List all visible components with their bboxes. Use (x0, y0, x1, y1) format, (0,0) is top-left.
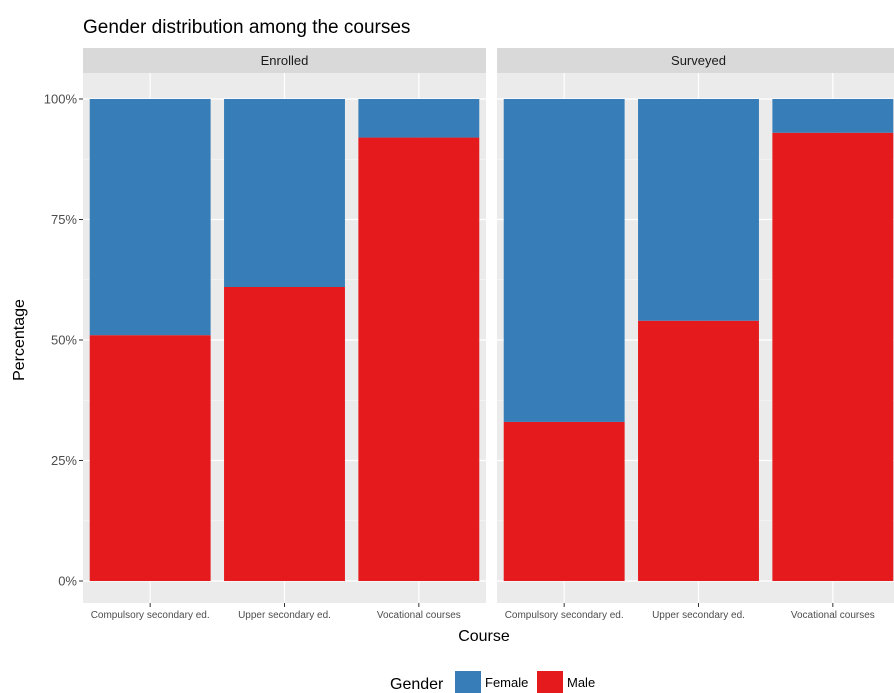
legend-label-male: Male (567, 675, 595, 690)
legend-swatch-male (537, 671, 563, 693)
y-axis-title: Percentage (11, 299, 28, 381)
y-axis: 0% 25% 50% 75% 100% (44, 92, 83, 589)
y-tick-label: 25% (51, 453, 77, 468)
legend-swatch-female (455, 671, 481, 693)
bar-female (224, 99, 345, 287)
y-tick-label: 75% (51, 212, 77, 227)
chart-title: Gender distribution among the courses (83, 17, 410, 38)
bar-male (224, 286, 345, 581)
facet-panel-enrolled: Enrolled Compulsory secondary ed. Upper se… (83, 48, 486, 621)
x-tick-label: Compulsory secondary ed. (91, 610, 210, 621)
legend-title: Gender (390, 676, 444, 693)
x-tick-label: Vocational courses (791, 610, 875, 621)
bar-male (503, 421, 625, 581)
facet-panel-surveyed: Surveyed Compulsory secondary ed. Upper se… (497, 48, 894, 621)
y-tick-label: 0% (58, 574, 77, 589)
x-tick-label: Compulsory secondary ed. (505, 610, 624, 621)
bar-female (772, 99, 894, 133)
facet-strip (497, 48, 894, 73)
bar-male (638, 320, 759, 581)
y-tick-label: 100% (44, 92, 78, 107)
y-tick-label: 50% (51, 333, 77, 348)
bar-male (772, 132, 894, 582)
x-tick-label: Upper secondary ed. (238, 610, 331, 621)
bar-female (358, 99, 480, 138)
bar-male (358, 137, 480, 581)
facet-strip-label: Enrolled (261, 53, 309, 68)
x-tick-label: Upper secondary ed. (652, 610, 745, 621)
x-axis-title: Course (458, 628, 510, 645)
bar-female (638, 99, 759, 321)
facet-strip-label: Surveyed (671, 53, 726, 68)
legend-label-female: Female (485, 675, 528, 690)
facet-strip (83, 48, 486, 73)
legend: Gender Female Male (390, 671, 595, 693)
facet-panels: Enrolled Compulsory secondary ed. Upper se… (83, 48, 894, 621)
bar-female (89, 99, 211, 336)
bar-male (89, 335, 211, 581)
x-tick-label: Vocational courses (377, 610, 461, 621)
bar-female (503, 99, 625, 422)
